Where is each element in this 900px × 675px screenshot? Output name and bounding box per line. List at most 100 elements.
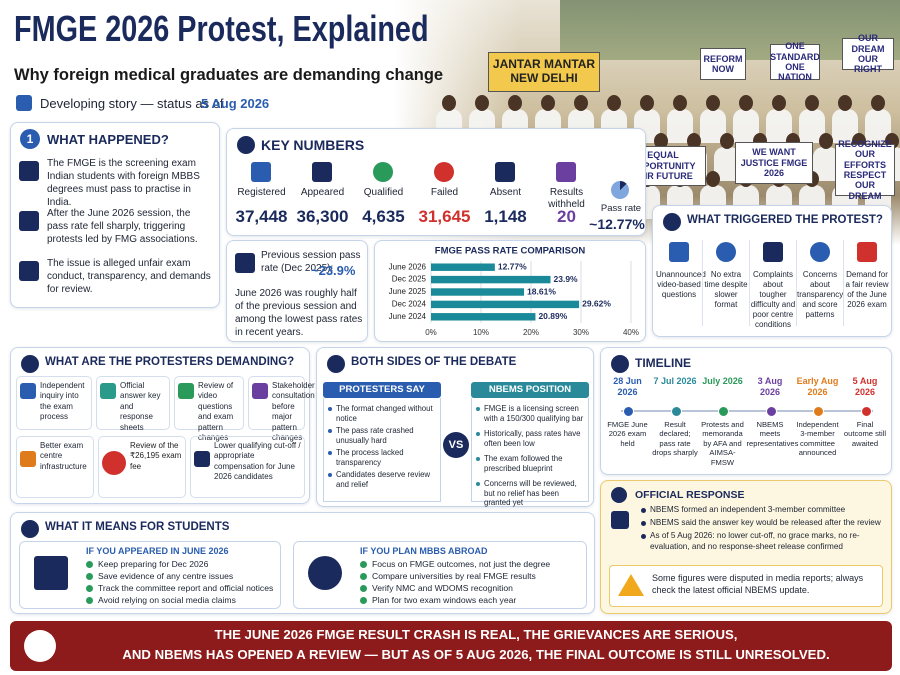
trigger-item: No extra time despite slower format bbox=[704, 270, 748, 309]
icon bbox=[641, 521, 646, 526]
icon bbox=[813, 406, 824, 417]
icon bbox=[19, 161, 39, 181]
previous-label: Previous session pass rate (Dec 2025): bbox=[261, 250, 361, 274]
icon bbox=[360, 573, 367, 580]
value-label: 12.77% bbox=[498, 261, 527, 271]
icon bbox=[251, 162, 271, 182]
pass-rate-value: ~12.77% bbox=[589, 216, 645, 232]
side-box bbox=[471, 398, 589, 502]
students-item: Plan for two exam windows each year bbox=[372, 595, 517, 605]
side-header: NBEMS POSITION bbox=[471, 382, 589, 398]
response-item: NBEMS formed an independent 3-member com… bbox=[650, 505, 846, 514]
happened-item: The FMGE is the screening exam Indian st… bbox=[47, 158, 200, 208]
crowd-head bbox=[508, 95, 522, 111]
stat-label: Qualified bbox=[363, 187, 404, 198]
icon bbox=[611, 355, 629, 373]
previous-value: ~23.9% bbox=[311, 263, 356, 278]
students-subtitle: IF YOU PLAN MBBS ABROAD bbox=[360, 546, 488, 556]
stat-value: 37,448 bbox=[235, 207, 288, 226]
x-tick-label: 40% bbox=[623, 328, 639, 337]
demand-card: Independent inquiry into the exam proces… bbox=[16, 376, 92, 430]
side-item: Concerns will be reviewed, but no relief… bbox=[484, 479, 577, 508]
icon bbox=[235, 253, 255, 273]
value-label: 20.89% bbox=[538, 311, 567, 321]
students-item: Verify NMC and WDOMS recognition bbox=[372, 583, 513, 593]
x-tick-label: 10% bbox=[473, 328, 489, 337]
side-item: FMGE is a licensing screen with a 150/30… bbox=[484, 404, 584, 423]
icon bbox=[252, 383, 268, 399]
icon bbox=[476, 407, 480, 411]
timeline-text: FMGE June 2026 exam held bbox=[607, 420, 648, 448]
crowd-head bbox=[772, 95, 786, 111]
footer-banner: THE JUNE 2026 FMGE RESULT CRASH IS REAL,… bbox=[10, 621, 892, 671]
icon bbox=[360, 585, 367, 592]
crowd-head bbox=[541, 95, 555, 111]
demand-card: Lower qualifying cut-off / appropriate c… bbox=[190, 436, 305, 498]
crowd-head bbox=[687, 133, 701, 149]
trigger-item: Complaints about tougher difficulty and … bbox=[750, 270, 796, 329]
icon bbox=[669, 242, 689, 262]
bar bbox=[431, 313, 536, 321]
icon bbox=[476, 457, 480, 461]
divider bbox=[702, 240, 703, 326]
icon bbox=[860, 406, 872, 417]
demand-card: Stakeholder consultation before major pa… bbox=[248, 376, 315, 442]
icon bbox=[716, 242, 736, 262]
demand-item: Official answer key and response sheets bbox=[120, 381, 161, 432]
crowd-head bbox=[739, 95, 753, 111]
icon bbox=[360, 597, 367, 604]
side-item: The pass rate crashed unusually hard bbox=[336, 426, 414, 445]
icon bbox=[328, 429, 332, 433]
protest-sign: REFORM NOW bbox=[700, 48, 746, 80]
protest-sign: OUR DREAM OUR RIGHT bbox=[842, 33, 894, 74]
icon bbox=[476, 482, 480, 486]
stat-label: Appeared bbox=[300, 187, 345, 198]
side-item: The exam followed the prescribed bluepri… bbox=[484, 454, 563, 473]
y-tick-label: June 2025 bbox=[389, 287, 427, 296]
panel-title: WHAT IT MEANS FOR STUDENTS bbox=[45, 521, 230, 533]
timeline-date: 3 Aug 2026 bbox=[757, 376, 783, 397]
pass-rate-chart: FMGE PASS RATE COMPARISON 0% 10% 20% 30% 40% J… bbox=[389, 246, 639, 338]
stat-label: Registered bbox=[237, 187, 286, 198]
section-number: 1 bbox=[20, 129, 40, 149]
icon bbox=[312, 162, 332, 182]
official-response-panel: OFFICIAL RESPONSE NBEMS formed an indepen… bbox=[600, 480, 892, 614]
stat-value: 20 bbox=[557, 207, 576, 226]
key-numbers-panel: KEY NUMBERS Registered 37,448 Appeared 36,30… bbox=[226, 128, 646, 236]
happened-item: The issue is alleged unfair exam conduct… bbox=[47, 258, 211, 295]
response-item: As of 5 Aug 2026: no lower cut-off, no g… bbox=[650, 531, 860, 551]
response-item: NBEMS said the answer key would be relea… bbox=[650, 518, 881, 527]
demand-item: Review of video questions and exam patte… bbox=[198, 381, 234, 442]
y-tick-label: Dec 2025 bbox=[392, 275, 427, 284]
protest-sign: WE WANT JUSTICE FMGE 2026 bbox=[735, 142, 813, 184]
demand-item: Independent inquiry into the exam proces… bbox=[40, 381, 85, 422]
page-title: FMGE 2026 Protest, Explained bbox=[14, 8, 429, 49]
crowd-head bbox=[805, 95, 819, 111]
demand-item: Lower qualifying cut-off / appropriate c… bbox=[214, 441, 301, 482]
bar bbox=[431, 263, 495, 271]
icon bbox=[641, 534, 646, 539]
panel-title: TIMELINE bbox=[635, 356, 691, 370]
panel-title: WHAT HAPPENED? bbox=[47, 132, 169, 147]
icon bbox=[34, 556, 68, 590]
warning-icon bbox=[618, 574, 644, 596]
chart-panel: FMGE PASS RATE COMPARISON 0% 10% 20% 30% 40% J… bbox=[374, 240, 646, 342]
timeline-text: Final outcome still awaited bbox=[843, 420, 887, 448]
crowd-head bbox=[442, 95, 456, 111]
icon bbox=[641, 508, 646, 513]
icon bbox=[663, 213, 681, 231]
crowd-head bbox=[819, 133, 833, 149]
demand-card: Better exam centre infrastructure bbox=[16, 436, 94, 498]
icon bbox=[102, 451, 126, 475]
icon bbox=[670, 406, 682, 417]
divider bbox=[796, 240, 797, 326]
icon bbox=[611, 181, 629, 199]
timeline-axis bbox=[621, 410, 873, 412]
crowd-head bbox=[720, 133, 734, 149]
demand-item: Stakeholder consultation before major pa… bbox=[272, 381, 315, 442]
icon bbox=[611, 511, 629, 529]
students-box: IF YOU APPEARED IN JUNE 2026 Keep prepari… bbox=[19, 541, 281, 609]
demand-card: Review of video questions and exam patte… bbox=[174, 376, 244, 442]
timeline-text: NBEMS meets representatives bbox=[746, 420, 799, 448]
timeline-date: Early Aug 2026 bbox=[796, 376, 839, 397]
